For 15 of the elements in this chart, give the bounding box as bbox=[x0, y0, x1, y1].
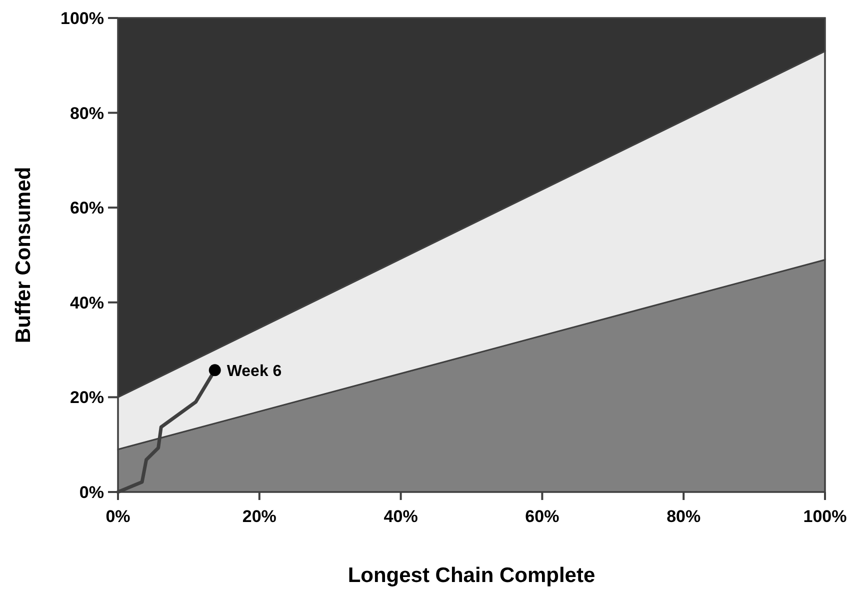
y-tick-label: 80% bbox=[70, 104, 104, 123]
annotation: Week 6 bbox=[226, 362, 282, 380]
y-tick-label: 40% bbox=[70, 293, 104, 312]
y-tick-label: 60% bbox=[70, 198, 104, 218]
y-tick-label: 0% bbox=[79, 482, 104, 502]
y-axis-title: Buffer Consumed bbox=[12, 166, 35, 344]
x-tick-label: 20% bbox=[242, 507, 276, 526]
x-tick-label: 0% bbox=[106, 507, 130, 526]
x-axis-title: Longest Chain Complete bbox=[348, 564, 596, 587]
y-tick-label: 100% bbox=[60, 8, 104, 28]
y-tick-label: 20% bbox=[70, 388, 104, 408]
x-tick-label: 80% bbox=[666, 507, 701, 526]
x-tick-label: 100% bbox=[803, 507, 847, 526]
x-tick-label: 60% bbox=[525, 507, 560, 526]
x-tick-label: 40% bbox=[384, 507, 418, 526]
